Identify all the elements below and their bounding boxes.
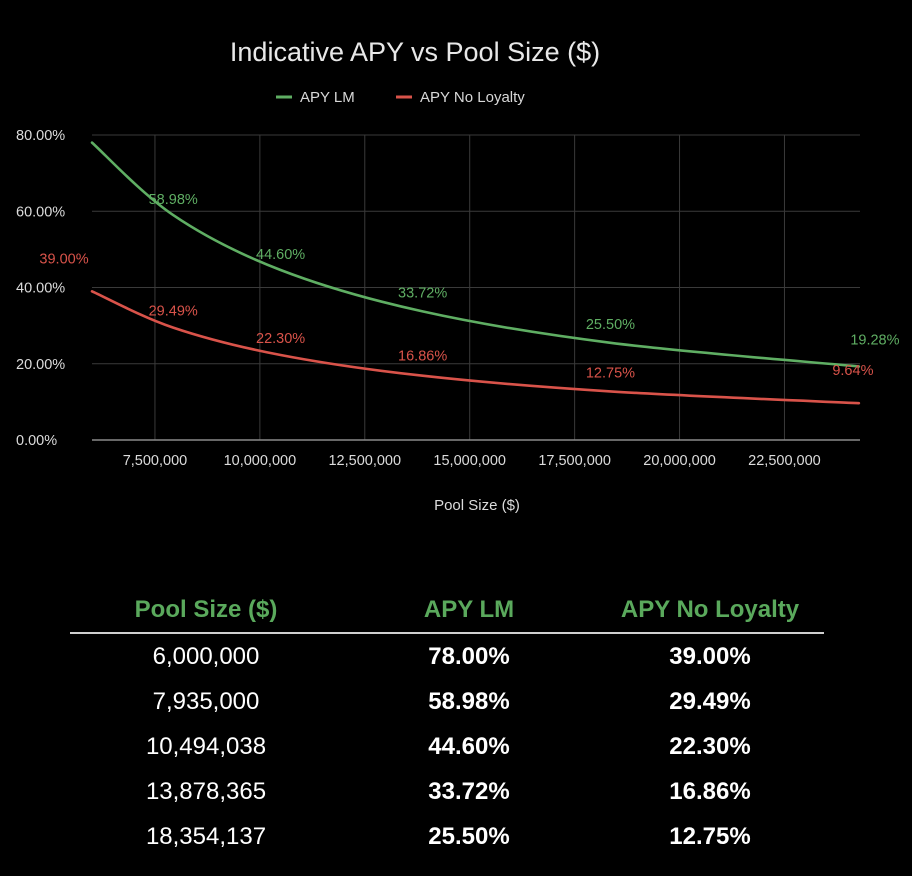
header-apy-no-loyalty: APY No Loyalty	[596, 588, 824, 634]
chart-legend: APY LM APY No Loyalty	[276, 89, 525, 106]
apy-chart: Indicative APY vs Pool Size ($) APY LM A…	[16, 37, 900, 514]
series-line-apy-no-loyalty	[90, 290, 861, 405]
data-label: 39.00%	[39, 251, 88, 267]
cell-apy-no-loyalty: 22.30%	[669, 732, 751, 760]
data-label: 33.72%	[398, 285, 447, 301]
table-row: 7,935,000 58.98% 29.49%	[70, 679, 824, 724]
cell-apy-no-loyalty: 29.49%	[669, 687, 751, 715]
y-tick-label: 60.00%	[16, 204, 65, 220]
y-tick-label: 80.00%	[16, 128, 65, 144]
x-tick-label: 7,500,000	[123, 453, 188, 469]
series-line-apy-lm	[90, 141, 861, 368]
table-header-row: Pool Size ($) APY LM APY No Loyalty	[70, 588, 824, 634]
cell-pool-size: 13,878,365	[145, 777, 267, 805]
legend-label-apy-no-loyalty: APY No Loyalty	[420, 89, 525, 106]
x-tick-label: 10,000,000	[224, 453, 297, 469]
data-label: 25.50%	[586, 317, 635, 333]
x-tick-label: 17,500,000	[538, 453, 611, 469]
cell-pool-size: 6,000,000	[152, 642, 260, 670]
cell-apy-lm: 58.98%	[428, 687, 510, 715]
series	[90, 141, 861, 405]
table-row: 13,878,365 33.72% 16.86%	[70, 769, 824, 814]
y-tick-label: 40.00%	[16, 281, 65, 297]
cell-pool-size: 10,494,038	[145, 732, 267, 760]
data-label: 19.28%	[850, 332, 899, 348]
cell-apy-lm: 78.00%	[428, 642, 510, 670]
x-tick-label: 20,000,000	[643, 453, 716, 469]
table-row: 10,494,038 44.60% 22.30%	[70, 724, 824, 769]
cell-apy-no-loyalty: 16.86%	[669, 777, 751, 805]
cell-apy-no-loyalty: 39.00%	[669, 642, 751, 670]
cell-apy-no-loyalty: 12.75%	[669, 822, 751, 850]
header-pool-size: Pool Size ($)	[70, 588, 342, 634]
table-row: 6,000,000 78.00% 39.00%	[70, 633, 824, 679]
data-label: 44.60%	[256, 247, 305, 263]
x-tick-label: 12,500,000	[328, 453, 401, 469]
axes: 0.00% 20.00% 40.00% 60.00% 80.00% 7,500,000 10…	[16, 128, 860, 469]
data-label: 29.49%	[149, 304, 198, 320]
cell-apy-lm: 33.72%	[428, 777, 510, 805]
x-axis-label: Pool Size ($)	[434, 497, 520, 514]
data-label: 16.86%	[398, 349, 447, 365]
cell-pool-size: 7,935,000	[152, 687, 260, 715]
cell-pool-size: 18,354,137	[145, 822, 267, 850]
legend-label-apy-lm: APY LM	[300, 89, 355, 106]
data-labels: 58.98% 44.60% 33.72% 25.50% 19.28% 39.00% 29.4…	[39, 192, 899, 381]
y-tick-label: 0.00%	[16, 433, 57, 449]
apy-table: Pool Size ($) APY LM APY No Loyalty 6,00…	[70, 588, 824, 859]
cell-apy-lm: 25.50%	[428, 822, 510, 850]
data-label: 9.64%	[832, 363, 873, 379]
cell-apy-lm: 44.60%	[428, 732, 510, 760]
x-tick-label: 15,000,000	[433, 453, 506, 469]
header-apy-lm: APY LM	[342, 588, 596, 634]
data-label: 58.98%	[149, 192, 198, 208]
y-tick-label: 20.00%	[16, 357, 65, 373]
chart-title: Indicative APY vs Pool Size ($)	[230, 37, 600, 67]
table-row: 18,354,137 25.50% 12.75%	[70, 814, 824, 859]
data-label: 12.75%	[586, 365, 635, 381]
x-tick-label: 22,500,000	[748, 453, 821, 469]
grid	[92, 134, 860, 440]
data-label: 22.30%	[256, 331, 305, 347]
